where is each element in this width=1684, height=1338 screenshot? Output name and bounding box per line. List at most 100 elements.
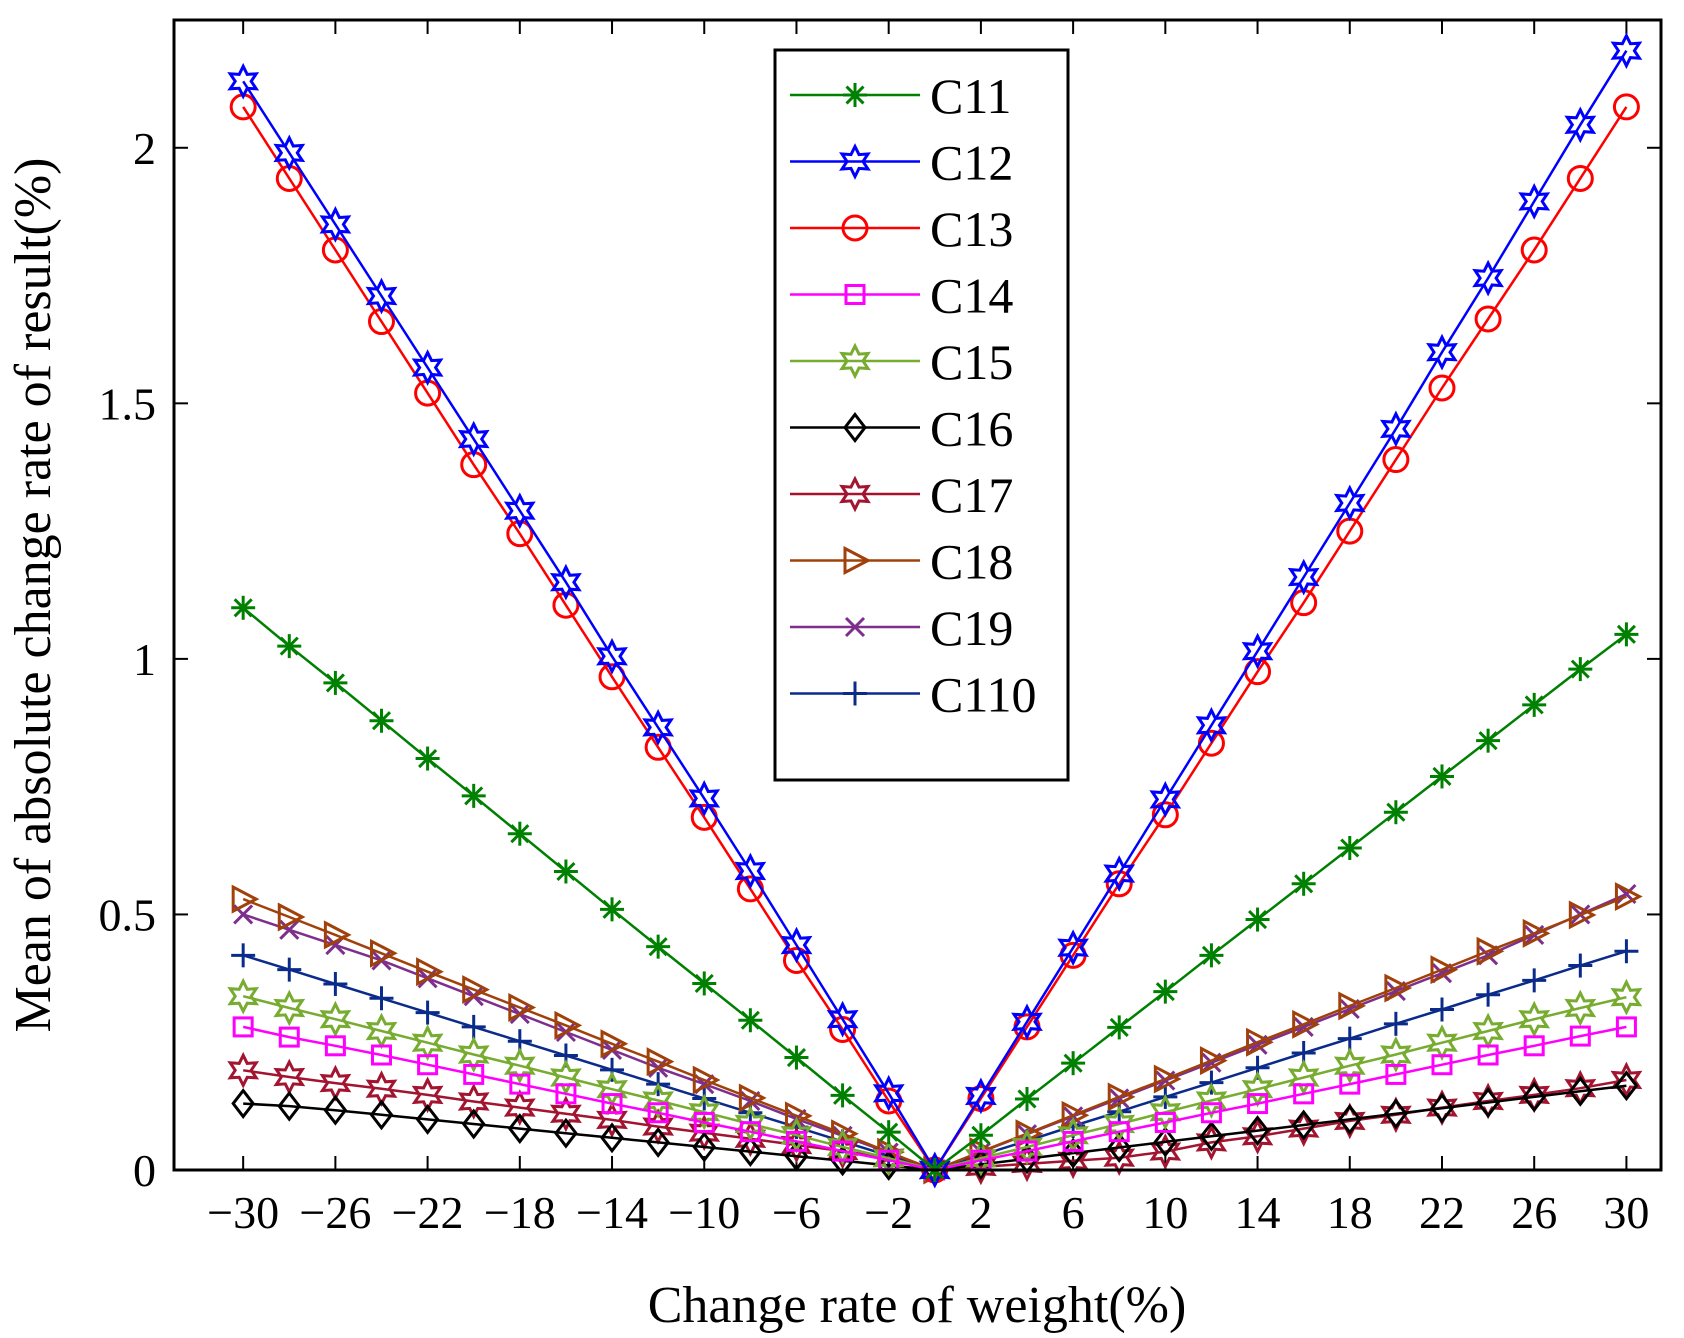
data-point-c16 [323,1094,348,1126]
x-tick-label: −18 [484,1187,556,1238]
x-tick-label: −10 [668,1187,740,1238]
data-point-c18 [1015,1119,1044,1149]
data-point-c16 [600,1122,624,1154]
data-point-c15 [872,1139,905,1177]
legend-box [773,48,1070,782]
data-point-c16 [507,1113,532,1145]
data-point-c11 [968,1123,993,1148]
data-point-c18 [554,1010,583,1040]
x-tick-label: 2 [969,1187,992,1238]
data-point-c14 [601,1093,623,1115]
data-point-c17 [1333,1102,1366,1140]
data-point-c16 [646,1126,671,1158]
data-point-c14 [278,1026,300,1048]
data-point-c17 [1379,1096,1412,1134]
data-point-c14 [1200,1102,1222,1124]
data-point-c12 [1195,706,1228,744]
data-point-c12 [503,492,536,530]
data-point-c15 [734,1105,767,1143]
legend-marker-c13 [841,214,869,242]
data-point-c15 [642,1082,675,1119]
x-tick-label: −6 [772,1187,821,1238]
data-point-c12 [411,349,444,386]
data-point-c15 [1610,978,1643,1016]
data-point-c12 [227,62,260,100]
plot-frame [172,18,1663,1172]
data-point-c17 [457,1083,490,1120]
data-point-c11 [692,971,717,996]
data-point-c11 [1245,907,1270,932]
data-point-c18 [600,1029,629,1059]
data-point-c16 [1476,1087,1500,1118]
data-point-c14 [370,1044,392,1066]
legend-item-c17: C17 [790,467,1013,523]
data-point-c12 [1518,183,1551,220]
legend-item-c16: C16 [790,401,1013,457]
x-tick-label: 18 [1327,1187,1373,1238]
data-point-c13 [1382,446,1410,474]
data-point-c18 [1430,955,1459,985]
y-axis-label: Mean of absolute change rate of result(%… [5,158,62,1033]
data-point-c15 [1149,1093,1182,1131]
data-point-c12 [1149,781,1182,818]
data-point-c12 [688,780,721,817]
data-point-c18 [1153,1064,1182,1094]
x-tick-label: 14 [1235,1187,1281,1238]
data-point-c11 [369,708,394,733]
data-point-c18 [369,938,398,968]
data-point-c11 [1291,871,1316,896]
data-point-c11 [1476,728,1501,753]
data-point-c14 [417,1054,439,1076]
data-point-c12 [826,1000,859,1038]
data-point-c14 [509,1073,531,1095]
legend-item-c15: C15 [790,334,1013,390]
data-point-c15 [273,989,306,1027]
data-point-c12 [1472,259,1505,297]
data-point-c14 [1108,1121,1130,1143]
legend-marker-c12 [839,143,871,180]
data-point-c15 [1103,1105,1136,1143]
data-point-c15 [1011,1128,1043,1166]
data-point-c14 [1016,1140,1038,1162]
data-point-c18 [1568,900,1597,930]
data-point-c16 [1430,1092,1454,1124]
legend-marker-c110 [843,681,867,706]
data-point-c11 [415,746,440,771]
data-point-c12 [780,926,813,964]
data-point-c15 [503,1047,536,1085]
x-tick-label: −26 [299,1187,371,1238]
data-point-c110 [277,957,302,982]
data-point-c12 [642,709,675,746]
data-point-c14 [1339,1073,1361,1095]
data-point-c13 [1566,164,1594,192]
data-point-c12 [1564,106,1597,144]
data-point-c13 [1474,305,1502,333]
data-point-c13 [782,946,810,974]
data-point-c14 [1154,1111,1176,1133]
data-point-c17 [964,1148,997,1186]
legend-label-c16: C16 [930,401,1013,457]
data-point-c16 [692,1131,717,1163]
data-point-c16 [415,1103,440,1135]
data-point-c11 [600,897,625,922]
data-point-c18 [738,1083,767,1113]
data-point-c15 [1287,1059,1320,1096]
data-point-c13 [1520,236,1548,264]
data-point-c16 [1199,1120,1224,1152]
data-point-c11 [461,783,486,808]
data-point-c15 [227,977,260,1015]
data-point-c18 [508,992,537,1022]
data-point-c11 [231,595,256,620]
data-point-c14 [555,1083,577,1105]
data-point-c15 [964,1139,997,1177]
data-point-c11 [1429,764,1454,789]
data-point-c16 [1614,1070,1639,1102]
data-point-c12 [964,1077,997,1115]
data-point-c13 [552,591,580,619]
data-point-c18 [416,957,444,987]
data-point-c11 [646,934,671,959]
data-point-c15 [688,1093,721,1131]
data-point-c12 [319,206,352,243]
legend-item-c13: C13 [790,201,1013,257]
